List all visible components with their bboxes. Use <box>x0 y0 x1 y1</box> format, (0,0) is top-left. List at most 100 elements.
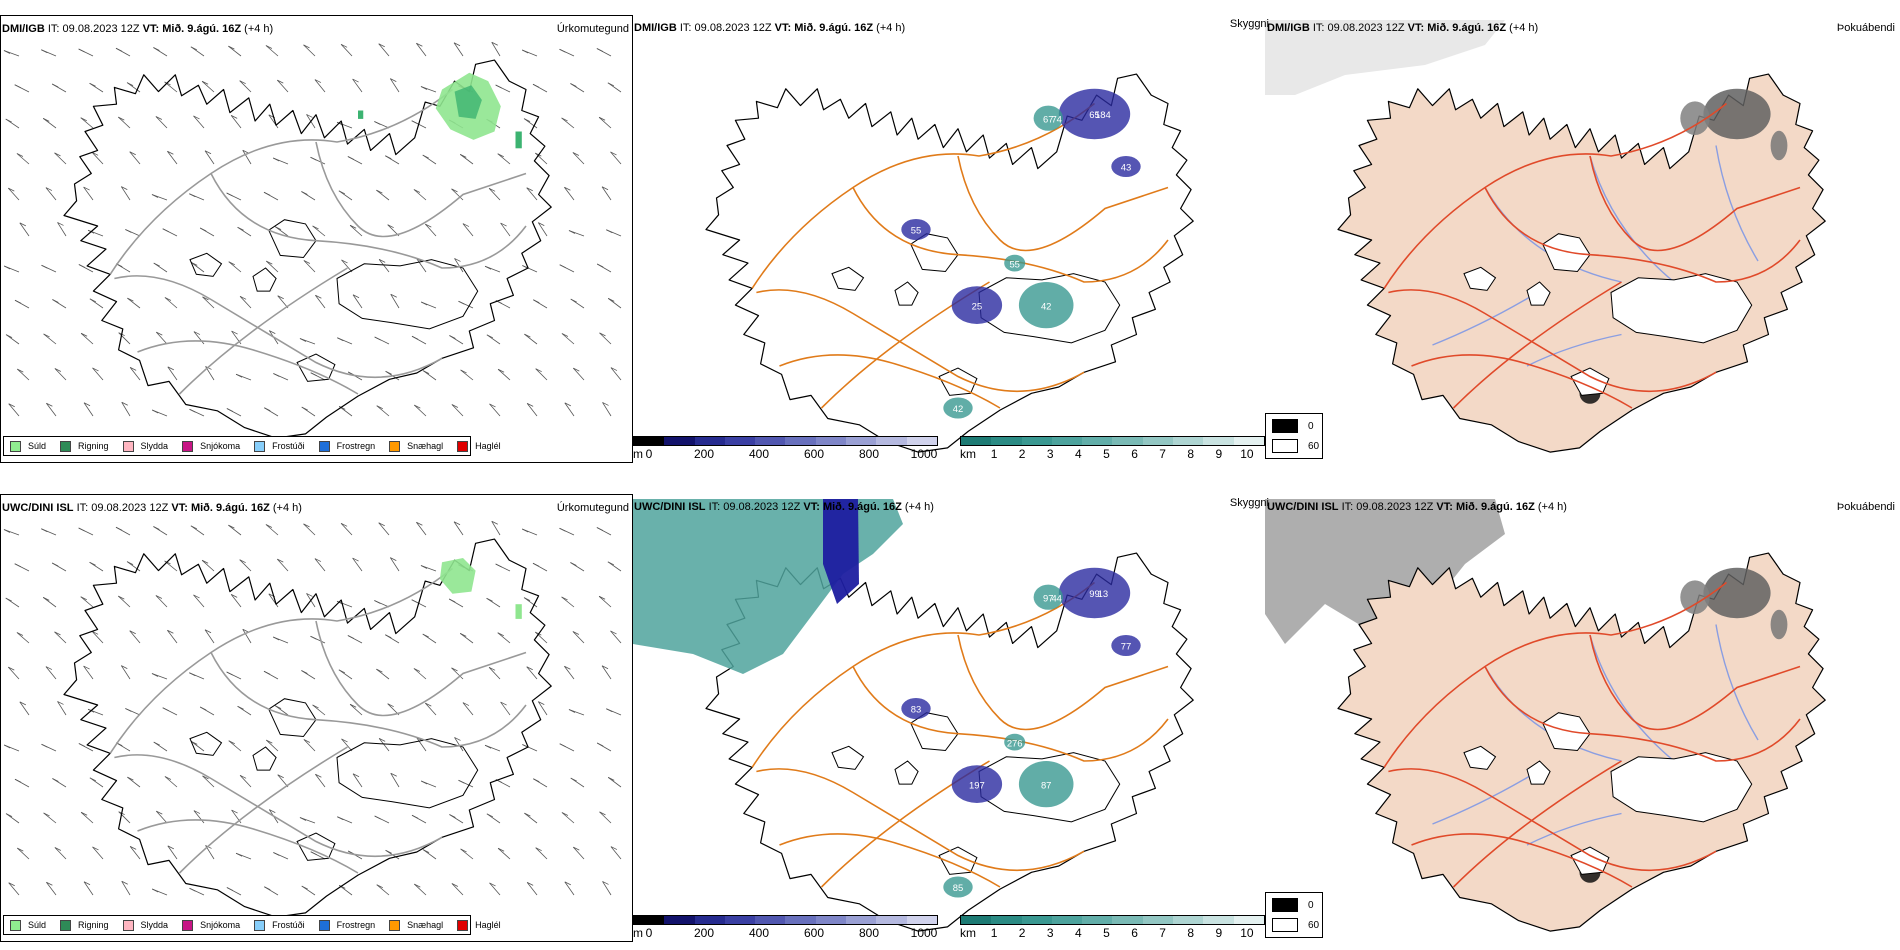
wind-barb-flag <box>153 741 160 746</box>
panel-type: Úrkomutegund <box>556 23 629 35</box>
wind-barb <box>202 775 215 788</box>
wind-barb <box>202 296 215 309</box>
wind-barb <box>228 524 242 536</box>
wind-barb <box>118 811 131 824</box>
wind-barb <box>190 741 205 752</box>
road <box>1383 102 1727 289</box>
scale-tick: 400 <box>748 926 770 940</box>
wind-barb <box>126 561 141 572</box>
legend-swatch <box>10 440 21 452</box>
legend-label: Súld <box>28 441 47 451</box>
wind-barb-flag <box>533 299 540 304</box>
legend-swatch <box>457 919 469 931</box>
wind-barb-flag <box>448 598 456 603</box>
wind-barb-flag <box>451 667 458 672</box>
wind-barb-flag <box>352 557 359 562</box>
wind-barb-flag <box>458 300 465 305</box>
wind-barb-flag <box>352 773 360 778</box>
scale-tick: 600 <box>803 447 825 461</box>
wind-barb-flag <box>189 887 196 892</box>
legend-item: Frostregn <box>318 440 375 452</box>
river <box>1484 666 1622 762</box>
wind-barb <box>523 118 538 129</box>
wind-barb <box>572 631 585 644</box>
ceiling-area <box>1018 761 1074 808</box>
wind-barb-flag <box>376 189 383 194</box>
color-step <box>991 437 1022 445</box>
wind-barb-flag <box>315 773 322 778</box>
wind-barb <box>314 558 326 572</box>
scale-tick: 200 <box>693 447 715 461</box>
wind-barb <box>155 331 168 345</box>
wind-barb-flag <box>5 118 12 123</box>
legend-item: Snjókoma <box>182 919 240 931</box>
wind-barb-flag <box>374 600 381 604</box>
wind-barb-flag <box>266 739 273 744</box>
visibility-scale: km 1 2 3 4 5 6 7 8 9 10 <box>960 436 1265 461</box>
wind-barb-flag <box>16 632 24 636</box>
panel-type: Skyggni <box>1229 18 1269 30</box>
wind-barb-flag <box>204 150 212 155</box>
wind-barb-flag <box>306 593 313 597</box>
wind-barb-flag <box>561 812 569 816</box>
wind-barb-flag <box>599 332 606 337</box>
precip-map <box>3 520 622 918</box>
wind-barb <box>129 846 141 860</box>
wind-barb-flag <box>8 882 15 887</box>
wind-barb-flag <box>8 187 15 192</box>
river <box>1484 187 1622 283</box>
wind-barb <box>167 366 178 381</box>
road <box>1452 760 1622 888</box>
wind-barb <box>193 810 205 824</box>
wind-barb-flag <box>199 706 207 711</box>
wind-barb-flag <box>274 226 282 230</box>
wind-barb-flag <box>312 704 319 709</box>
wind-barb-flag <box>78 48 85 53</box>
wind-barb <box>451 404 464 417</box>
legend-swatch <box>389 440 401 452</box>
wind-barb <box>120 186 131 201</box>
ceiling-area <box>1058 88 1131 140</box>
wind-barb-flag <box>299 338 307 342</box>
wind-barb <box>416 258 427 273</box>
wind-barb-flag <box>91 630 99 635</box>
wind-barb-flag <box>453 42 461 47</box>
wind-barb-flag <box>387 703 394 708</box>
wind-barb-flag <box>460 154 467 158</box>
wind-barb <box>462 223 474 237</box>
wind-barb <box>341 738 353 752</box>
wind-barb <box>57 222 67 237</box>
wind-barb-flag <box>235 852 243 857</box>
wind-barb <box>352 294 363 309</box>
wind-barb-flag <box>80 332 88 337</box>
wind-barb-flag <box>422 849 430 853</box>
glacier-outline <box>252 267 277 292</box>
wind-barb-flag <box>425 702 432 707</box>
color-step <box>961 916 992 924</box>
wind-barb <box>16 153 30 165</box>
wind-barb-flag <box>51 83 59 88</box>
fog-legend-swatch <box>1272 419 1298 433</box>
wind-barb-flag <box>89 777 97 782</box>
legend-swatch <box>10 919 21 931</box>
scale-tick: 4 <box>1075 447 1082 461</box>
wind-barb <box>610 151 622 165</box>
precip-area <box>515 131 522 149</box>
wind-barb <box>564 881 575 896</box>
wind-barb-flag <box>5 597 12 602</box>
wind-barb-flag <box>462 702 470 706</box>
wind-barb-flag <box>118 595 125 600</box>
color-step <box>961 437 992 445</box>
road <box>957 634 1169 731</box>
wind-barb <box>340 523 353 536</box>
wind-barb <box>526 666 538 680</box>
wind-barb <box>453 42 464 57</box>
wind-barb-flag <box>274 705 282 709</box>
wind-barb-flag <box>45 666 53 670</box>
fog-legend-row: 60 <box>1272 918 1319 932</box>
wind-barb-flag <box>121 186 128 190</box>
wind-barb <box>561 812 575 824</box>
wind-barb-flag <box>303 739 311 743</box>
wind-barb-flag <box>561 333 569 337</box>
precip-legend: Súld Rigning Slydda Snjókoma Frostúði Frostre… <box>3 436 501 456</box>
